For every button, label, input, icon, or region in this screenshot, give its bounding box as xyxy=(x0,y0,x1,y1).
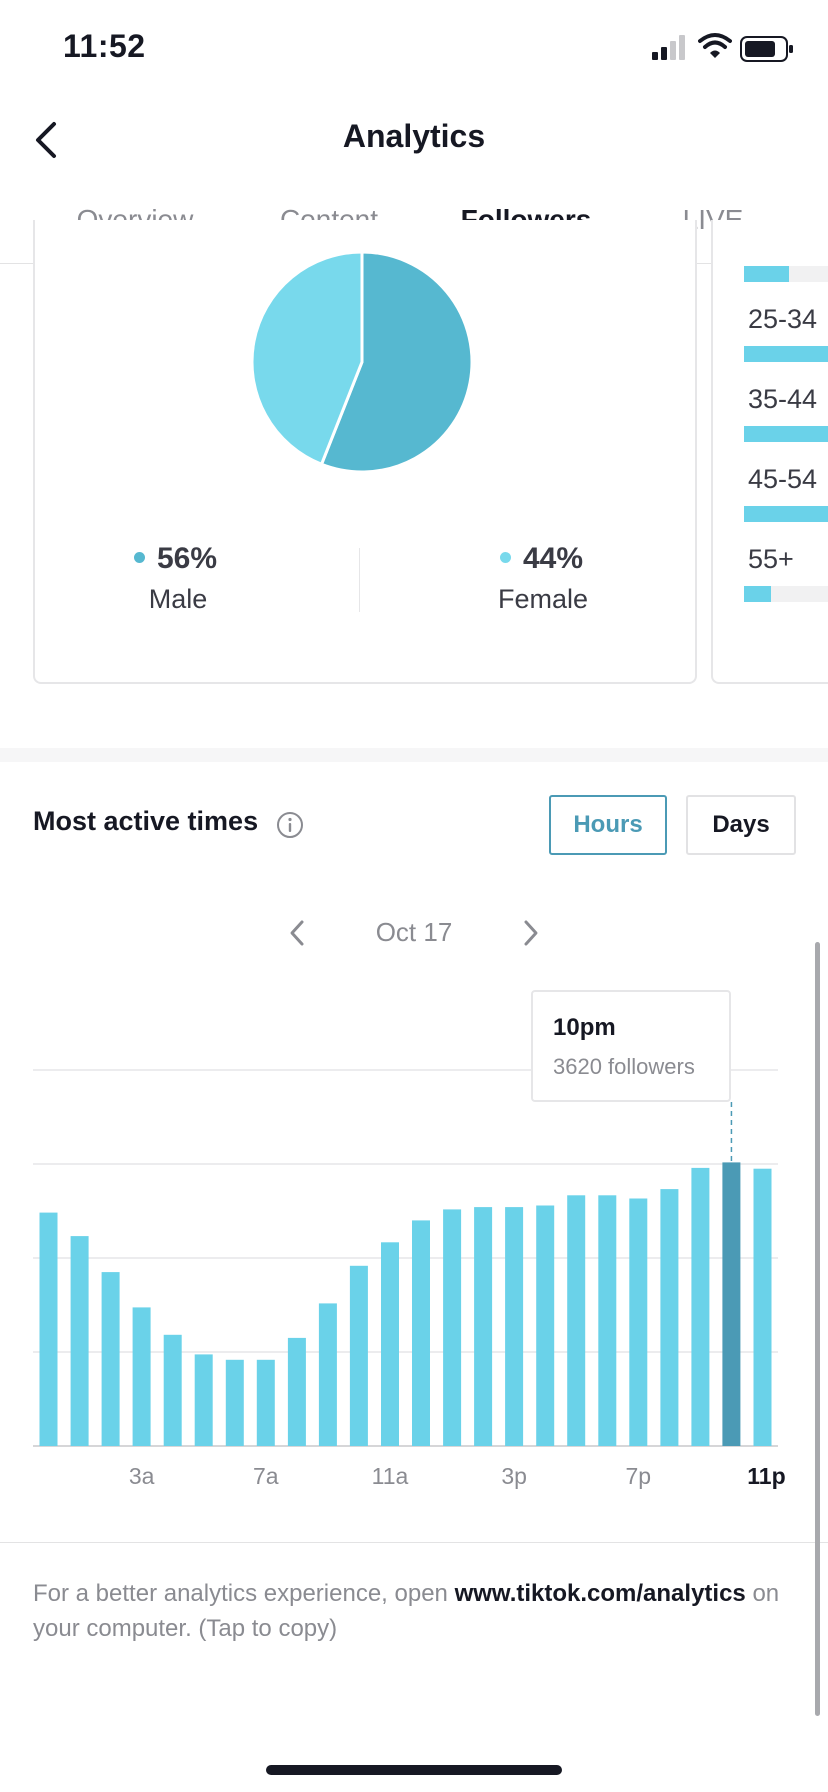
x-tick-label: 11p xyxy=(747,1463,785,1489)
legend-male: 56% xyxy=(134,542,217,576)
chart-bar[interactable] xyxy=(598,1195,617,1446)
age-bar-fill xyxy=(744,266,789,282)
chevron-left-icon[interactable] xyxy=(286,918,308,948)
age-bar-track xyxy=(744,266,828,282)
chart-bar[interactable] xyxy=(349,1265,368,1446)
chart-bar-highlighted[interactable] xyxy=(722,1162,741,1446)
chart-bar[interactable] xyxy=(474,1207,493,1446)
pie-slice-male xyxy=(319,250,474,474)
chart-bar[interactable] xyxy=(132,1307,151,1446)
female-label: Female xyxy=(497,584,589,614)
chart-tooltip: 10pm 3620 followers xyxy=(531,990,731,1102)
date-label: Oct 17 xyxy=(375,917,453,947)
female-dot-icon xyxy=(500,551,511,563)
age-card xyxy=(711,220,828,684)
chart-bar[interactable] xyxy=(443,1209,462,1446)
x-tick-label: 7p xyxy=(626,1463,652,1489)
tooltip-hour: 10pm xyxy=(553,1014,616,1041)
most-active-times-title: Most active times xyxy=(33,806,259,836)
age-bar-fill xyxy=(744,586,771,602)
chart-bar[interactable] xyxy=(318,1303,337,1446)
chart-bar[interactable] xyxy=(287,1337,306,1446)
active-times-bar-chart: 3a 7a 11a 3p 7p 11p xyxy=(33,1069,786,1489)
analytics-url-link[interactable]: www.tiktok.com/analytics xyxy=(454,1580,746,1607)
scrollbar[interactable] xyxy=(815,942,820,1716)
footer-note: For a better analytics experience, open … xyxy=(33,1576,803,1646)
status-time: 11:52 xyxy=(63,28,146,64)
chart-bar[interactable] xyxy=(536,1205,555,1447)
chart-bar[interactable] xyxy=(381,1242,399,1446)
chart-bar[interactable] xyxy=(660,1189,679,1446)
days-toggle-button[interactable]: Days xyxy=(686,795,796,855)
footer-divider xyxy=(0,1542,828,1543)
legend-female: 44% xyxy=(500,542,583,576)
male-dot-icon xyxy=(134,551,145,563)
chart-bar[interactable] xyxy=(256,1359,275,1446)
age-label: 55+ xyxy=(748,544,794,574)
chart-bar[interactable] xyxy=(39,1212,58,1446)
battery-icon xyxy=(740,36,793,62)
age-label: 45-54 xyxy=(748,464,818,494)
age-bar-fill xyxy=(744,506,828,522)
age-bar-fill xyxy=(744,426,828,442)
male-label: Male xyxy=(148,584,208,614)
chart-bar[interactable] xyxy=(101,1272,120,1446)
chart-bar[interactable] xyxy=(505,1207,524,1446)
legend-divider xyxy=(359,548,360,612)
chart-bar[interactable] xyxy=(194,1354,213,1446)
hours-toggle-button[interactable]: Hours xyxy=(549,795,667,855)
gender-pie-chart xyxy=(250,250,474,474)
chart-bar[interactable] xyxy=(163,1334,182,1446)
chart-bar[interactable] xyxy=(412,1220,430,1446)
male-percent: 56% xyxy=(157,542,218,575)
age-bar-track xyxy=(744,346,828,362)
x-tick-label: 7a xyxy=(253,1463,279,1489)
x-tick-label: 3p xyxy=(501,1463,527,1489)
back-arrow-icon[interactable] xyxy=(30,118,64,162)
chart-bar[interactable] xyxy=(691,1167,710,1446)
x-tick-label: 3a xyxy=(129,1463,155,1489)
chart-bar[interactable] xyxy=(567,1195,586,1446)
chart-bar[interactable] xyxy=(225,1359,244,1446)
pie-slice-female xyxy=(250,250,364,467)
x-tick-label: 11a xyxy=(372,1463,409,1489)
tooltip-followers: 3620 followers xyxy=(553,1054,695,1079)
cellular-signal-icon xyxy=(652,35,685,60)
footer-text-before: For a better analytics experience, open xyxy=(33,1580,455,1607)
footer-text-after: on your computer. (Tap to copy) xyxy=(33,1580,780,1642)
female-percent: 44% xyxy=(523,542,584,575)
age-label: 35-44 xyxy=(748,384,818,414)
age-bar-track xyxy=(744,506,828,522)
chart-bar[interactable] xyxy=(629,1198,648,1447)
wifi-icon xyxy=(698,33,732,58)
chart-bar[interactable] xyxy=(753,1168,772,1446)
chevron-right-icon[interactable] xyxy=(520,918,542,948)
section-separator xyxy=(0,748,828,762)
home-indicator[interactable] xyxy=(266,1765,562,1775)
age-label: 25-34 xyxy=(748,304,818,334)
page-title: Analytics xyxy=(342,118,486,154)
chart-bar[interactable] xyxy=(70,1236,89,1446)
age-bar-track xyxy=(744,586,828,602)
age-bar-fill xyxy=(744,346,828,362)
info-icon[interactable] xyxy=(276,811,304,839)
age-bar-track xyxy=(744,426,828,442)
